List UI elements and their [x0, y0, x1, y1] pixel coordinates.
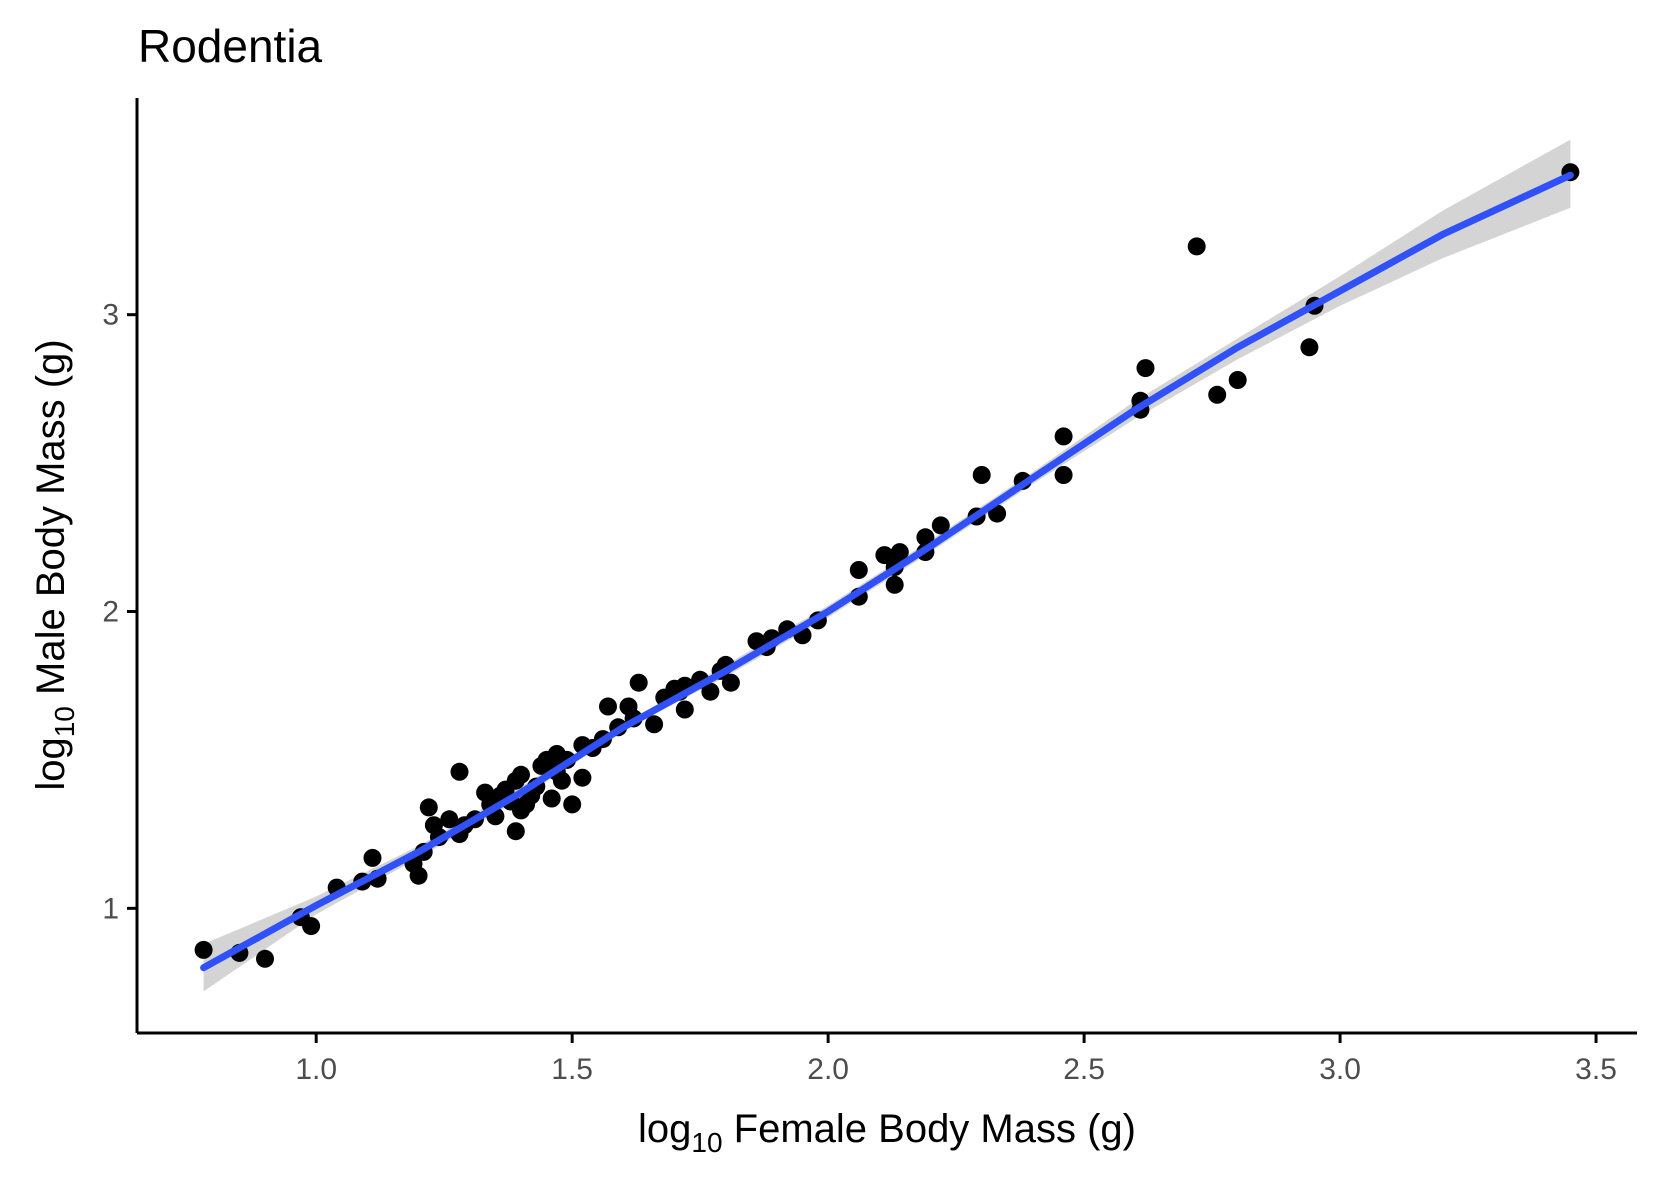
data-point-7: [363, 848, 382, 867]
data-point-38: [552, 771, 571, 790]
y-tick-label-2: 3: [102, 299, 119, 332]
data-point-81: [1054, 466, 1073, 484]
data-point-45: [599, 697, 617, 716]
y-axis-label-subscript: 10: [49, 706, 80, 737]
regression-line: [200, 171, 1574, 972]
data-point-16: [450, 762, 469, 781]
chart-title: Rodentia: [138, 20, 323, 72]
y-axis-label-text: Male Body Mass (g): [29, 339, 73, 706]
data-point-50: [645, 715, 664, 734]
y-axis-label-log: log: [29, 737, 73, 790]
y-axis-ticks: 1 2 3: [102, 299, 137, 925]
data-point-69: [875, 546, 894, 565]
x-axis-label-text: Female Body Mass (g): [723, 1107, 1136, 1151]
data-point-72: [885, 575, 904, 594]
data-point-40: [563, 795, 582, 814]
data-point-78: [988, 504, 1007, 523]
data-point-84: [1136, 359, 1155, 378]
data-point-57: [701, 682, 720, 701]
x-axis-label: log10 Female Body Mass (g): [638, 1107, 1136, 1158]
data-point-0: [194, 940, 213, 959]
data-point-77: [972, 466, 991, 484]
data-point-12: [419, 798, 438, 817]
x-tick-label-3: 2.5: [1063, 1053, 1105, 1086]
y-axis-label: log10 Male Body Mass (g): [29, 339, 80, 790]
x-axis-label-subscript: 10: [691, 1127, 722, 1158]
data-point-2: [256, 949, 274, 968]
data-point-88: [1300, 338, 1319, 357]
data-point-15: [440, 810, 459, 829]
data-point-86: [1208, 385, 1227, 404]
x-axis-label-log: log: [638, 1107, 691, 1151]
x-tick-label-1: 1.5: [551, 1053, 593, 1086]
x-tick-label-0: 1.0: [295, 1053, 337, 1086]
y-tick-label-0: 1: [102, 892, 119, 925]
data-point-55: [675, 700, 694, 719]
x-tick-label-2: 2.0: [807, 1053, 849, 1086]
data-point-35: [542, 789, 561, 808]
data-point-27: [506, 822, 525, 841]
data-point-71: [890, 543, 909, 562]
data-point-10: [409, 866, 428, 885]
data-point-60: [721, 673, 740, 692]
data-point-85: [1187, 237, 1206, 256]
data-point-75: [931, 516, 950, 535]
x-tick-label-5: 3.5: [1575, 1053, 1617, 1086]
data-point-87: [1228, 371, 1247, 389]
data-point-29: [512, 765, 530, 784]
data-point-4: [302, 917, 321, 936]
data-point-49: [629, 673, 648, 692]
data-point-41: [573, 768, 592, 787]
data-point-74: [916, 528, 935, 547]
data-point-80: [1054, 427, 1073, 446]
x-tick-label-4: 3.0: [1319, 1053, 1361, 1086]
data-point-67: [849, 561, 868, 579]
y-tick-label-1: 2: [102, 596, 119, 629]
x-axis-ticks: 1.0 1.5 2.0 2.5 3.0 3.5: [295, 1033, 1617, 1086]
